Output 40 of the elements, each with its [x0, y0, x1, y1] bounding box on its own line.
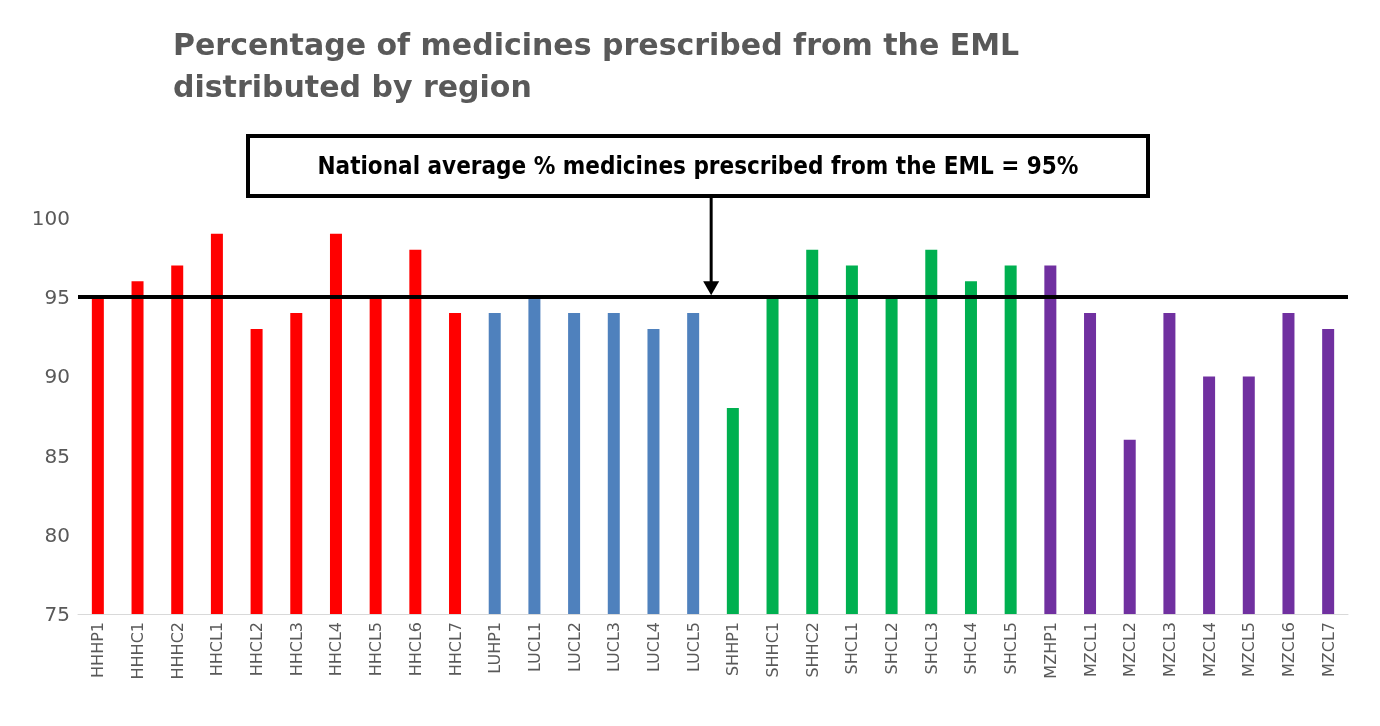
chart-title: Percentage of medicines prescribed from the EML distributed by region: [173, 26, 1020, 104]
x-tick-label: MZCL1: [1080, 622, 1100, 678]
x-tick-label: MZCL4: [1199, 622, 1219, 678]
x-tick-label: LUCL5: [683, 622, 703, 673]
y-tick-label: 75: [44, 602, 70, 626]
x-tick-label: SHCL2: [882, 622, 902, 675]
x-tick-label: LUCL2: [564, 622, 584, 673]
y-tick-label: 90: [44, 364, 70, 389]
x-tick-label: HHCL6: [405, 622, 425, 677]
x-tick-label: HHCL3: [286, 622, 306, 677]
x-tick-label: LUCL1: [524, 622, 544, 673]
x-tick-label: SHHC1: [763, 622, 783, 678]
y-tick-label: 85: [44, 443, 70, 468]
y-tick-label: 100: [31, 206, 70, 230]
x-tick-label: MZCL7: [1318, 622, 1338, 678]
x-tick-label: MZCL5: [1239, 622, 1259, 678]
x-tick-label: HHCL2: [247, 622, 267, 677]
y-tick-label: 80: [44, 522, 70, 547]
x-tick-label: MZCL3: [1159, 622, 1179, 678]
ref-line-label: National average % medicines prescribed from the EML = 95%: [317, 152, 1079, 180]
x-tick-label: HHCL1: [207, 622, 227, 677]
x-tick-label: LUCL3: [604, 622, 624, 673]
y-tick-label: 95: [44, 285, 70, 310]
x-tick-label: MZHP1: [1040, 622, 1060, 679]
x-tick-label: SHCL3: [921, 622, 941, 675]
x-tick-label: HHCL7: [445, 622, 465, 677]
x-tick-label: LUHP1: [485, 622, 505, 674]
x-tick-label: SHCL5: [1001, 622, 1021, 675]
x-tick-label: HHHC1: [128, 622, 148, 680]
x-tick-label: HHCL5: [366, 622, 386, 677]
x-tick-label: MZCL2: [1120, 622, 1140, 678]
x-tick-label: SHHC2: [802, 622, 822, 678]
x-tick-label: SHCL1: [842, 622, 862, 675]
x-tick-label: HHCL4: [326, 622, 346, 677]
x-tick-label: MZCL6: [1278, 622, 1298, 678]
x-tick-label: LUCL4: [643, 622, 663, 673]
x-tick-label: HHHP1: [88, 622, 108, 678]
x-tick-label: HHHC2: [167, 622, 187, 680]
x-tick-label: SHCL4: [961, 622, 981, 675]
x-tick-label: SHHP1: [723, 622, 743, 677]
